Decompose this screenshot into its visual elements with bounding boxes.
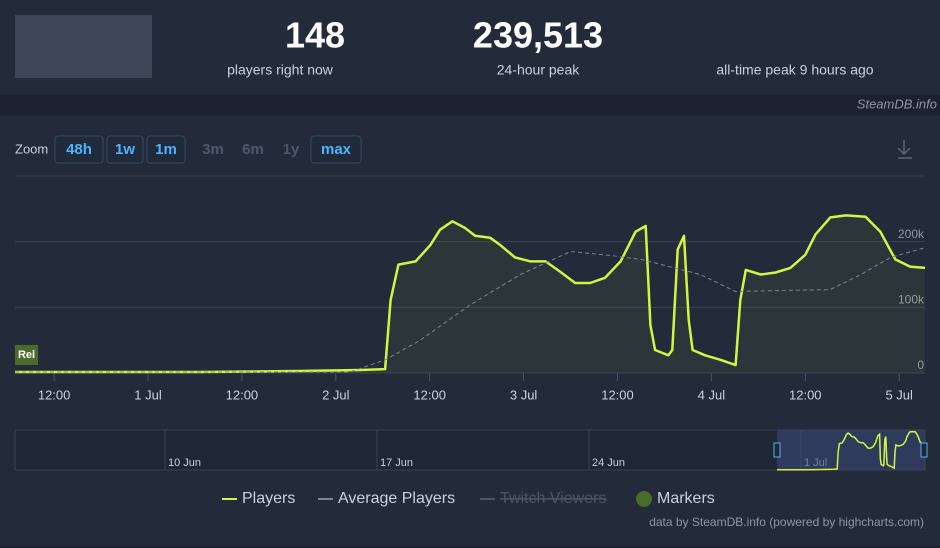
header-panel [0, 0, 940, 95]
zoom-button-label: 1y [283, 141, 300, 158]
y-tick-label: 100k [898, 293, 925, 307]
plot: 0 100k 200k 12:00 1 Jul 12:00 2 Jul 12:00 3 Jul 1… [14, 175, 928, 507]
x-tick-label: 12:00 [226, 387, 259, 402]
zoom-button[interactable] [146, 135, 186, 164]
stat-label: players right now [227, 62, 334, 78]
zoom-button[interactable] [106, 135, 144, 164]
zoom-button-label: 6m [242, 141, 264, 158]
zoom-button-label[interactable]: max [321, 141, 352, 158]
x-tick-label: 12:00 [413, 387, 446, 402]
x-tick-label: 12:00 [38, 387, 71, 402]
navigator-label: 24 Jun [592, 457, 625, 469]
zoom-label: Zoom [15, 141, 48, 156]
legend-label[interactable]: Players [242, 490, 295, 507]
zoom-button-label: 3m [202, 141, 224, 158]
marker-label: Rel [18, 349, 35, 361]
x-tick-label: 2 Jul [322, 387, 350, 402]
zoom-button[interactable] [54, 135, 104, 164]
x-tick-label: 12:00 [601, 387, 634, 402]
area [15, 215, 925, 373]
x-tick-label: 1 Jul [134, 387, 162, 402]
zoom-button-label[interactable]: 1m [155, 141, 177, 158]
navigator-handle[interactable] [920, 442, 928, 458]
y-tick-label: 200k [898, 227, 925, 241]
credit: data by SteamDB.info (powered by highcha… [649, 515, 924, 529]
navigator-label: 17 Jun [380, 457, 413, 469]
zoom-button[interactable] [310, 135, 362, 164]
stat-value: 239,513 [473, 15, 603, 56]
x-tick-label: 4 Jul [698, 387, 726, 402]
marker [15, 345, 38, 365]
series-line [15, 214, 926, 374]
legend-label[interactable]: Twitch Viewers [500, 490, 606, 507]
brand: SteamDB.info [857, 96, 937, 111]
legend-symbol [636, 491, 652, 507]
stat-value: 148 [285, 15, 345, 56]
x-tick-label: 5 Jul [885, 387, 913, 402]
chart-panel [0, 115, 940, 546]
y-tick-label: 0 [917, 358, 924, 372]
zoom-button-label[interactable]: 1w [115, 141, 135, 158]
download-icon[interactable] [897, 140, 912, 159]
navigator-line [777, 430, 926, 471]
legend-label[interactable]: Average Players [338, 490, 455, 507]
game-image [15, 15, 152, 78]
series-line [15, 247, 926, 373]
legend-label[interactable]: Markers [657, 490, 715, 507]
zoom-button-label[interactable]: 48h [66, 141, 92, 158]
stat-label: 24-hour peak [497, 62, 581, 78]
stat-label: all-time peak 9 hours ago [716, 62, 873, 78]
navigator-label: 10 Jun [168, 457, 201, 469]
x-tick-label: 3 Jul [510, 387, 538, 402]
navigator [14, 429, 926, 471]
x-tick-label: 12:00 [789, 387, 822, 402]
navigator-handle[interactable] [773, 442, 781, 458]
zoom-buttons: 48h 1w 1m 3m 6m 1y max [54, 135, 362, 164]
